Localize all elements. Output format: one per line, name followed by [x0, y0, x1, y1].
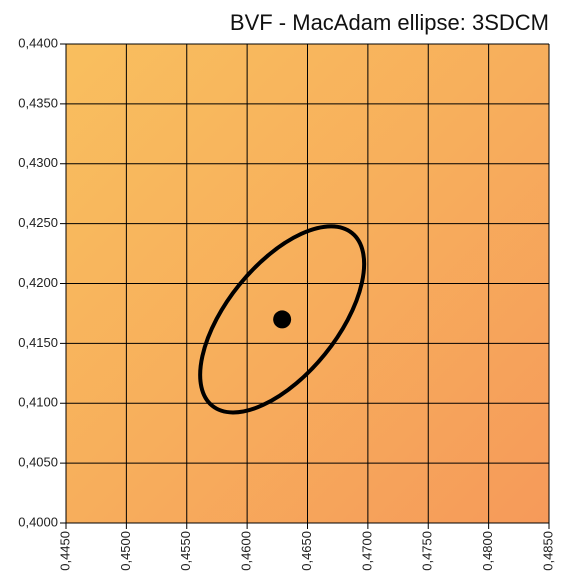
y-tick-label: 0,4300	[18, 155, 58, 170]
x-tick-label: 0,4500	[118, 531, 133, 571]
x-tick-label: 0,4750	[420, 531, 435, 571]
y-tick-label: 0,4000	[18, 514, 58, 529]
y-tick-label: 0,4150	[18, 335, 58, 350]
x-tick-label: 0,4800	[480, 531, 495, 571]
x-tick-label: 0,4550	[178, 531, 193, 571]
y-tick-label: 0,4050	[18, 455, 58, 470]
x-tick-label: 0,4450	[57, 531, 72, 571]
y-tick-label: 0,4350	[18, 95, 58, 110]
y-tick-label: 0,4250	[18, 215, 58, 230]
x-tick-label: 0,4850	[540, 531, 555, 571]
x-tick-label: 0,4650	[299, 531, 314, 571]
y-tick-label: 0,4400	[18, 35, 58, 50]
macadam-ellipse	[198, 224, 367, 415]
chart-title: BVF - MacAdam ellipse: 3SDCM	[230, 10, 549, 35]
point	[273, 310, 292, 329]
x-tick-label: 0,4700	[359, 531, 374, 571]
y-tick-label: 0,4100	[18, 395, 58, 410]
y-tick-label: 0,4200	[18, 275, 58, 290]
x-tick-label: 0,4600	[239, 531, 254, 571]
